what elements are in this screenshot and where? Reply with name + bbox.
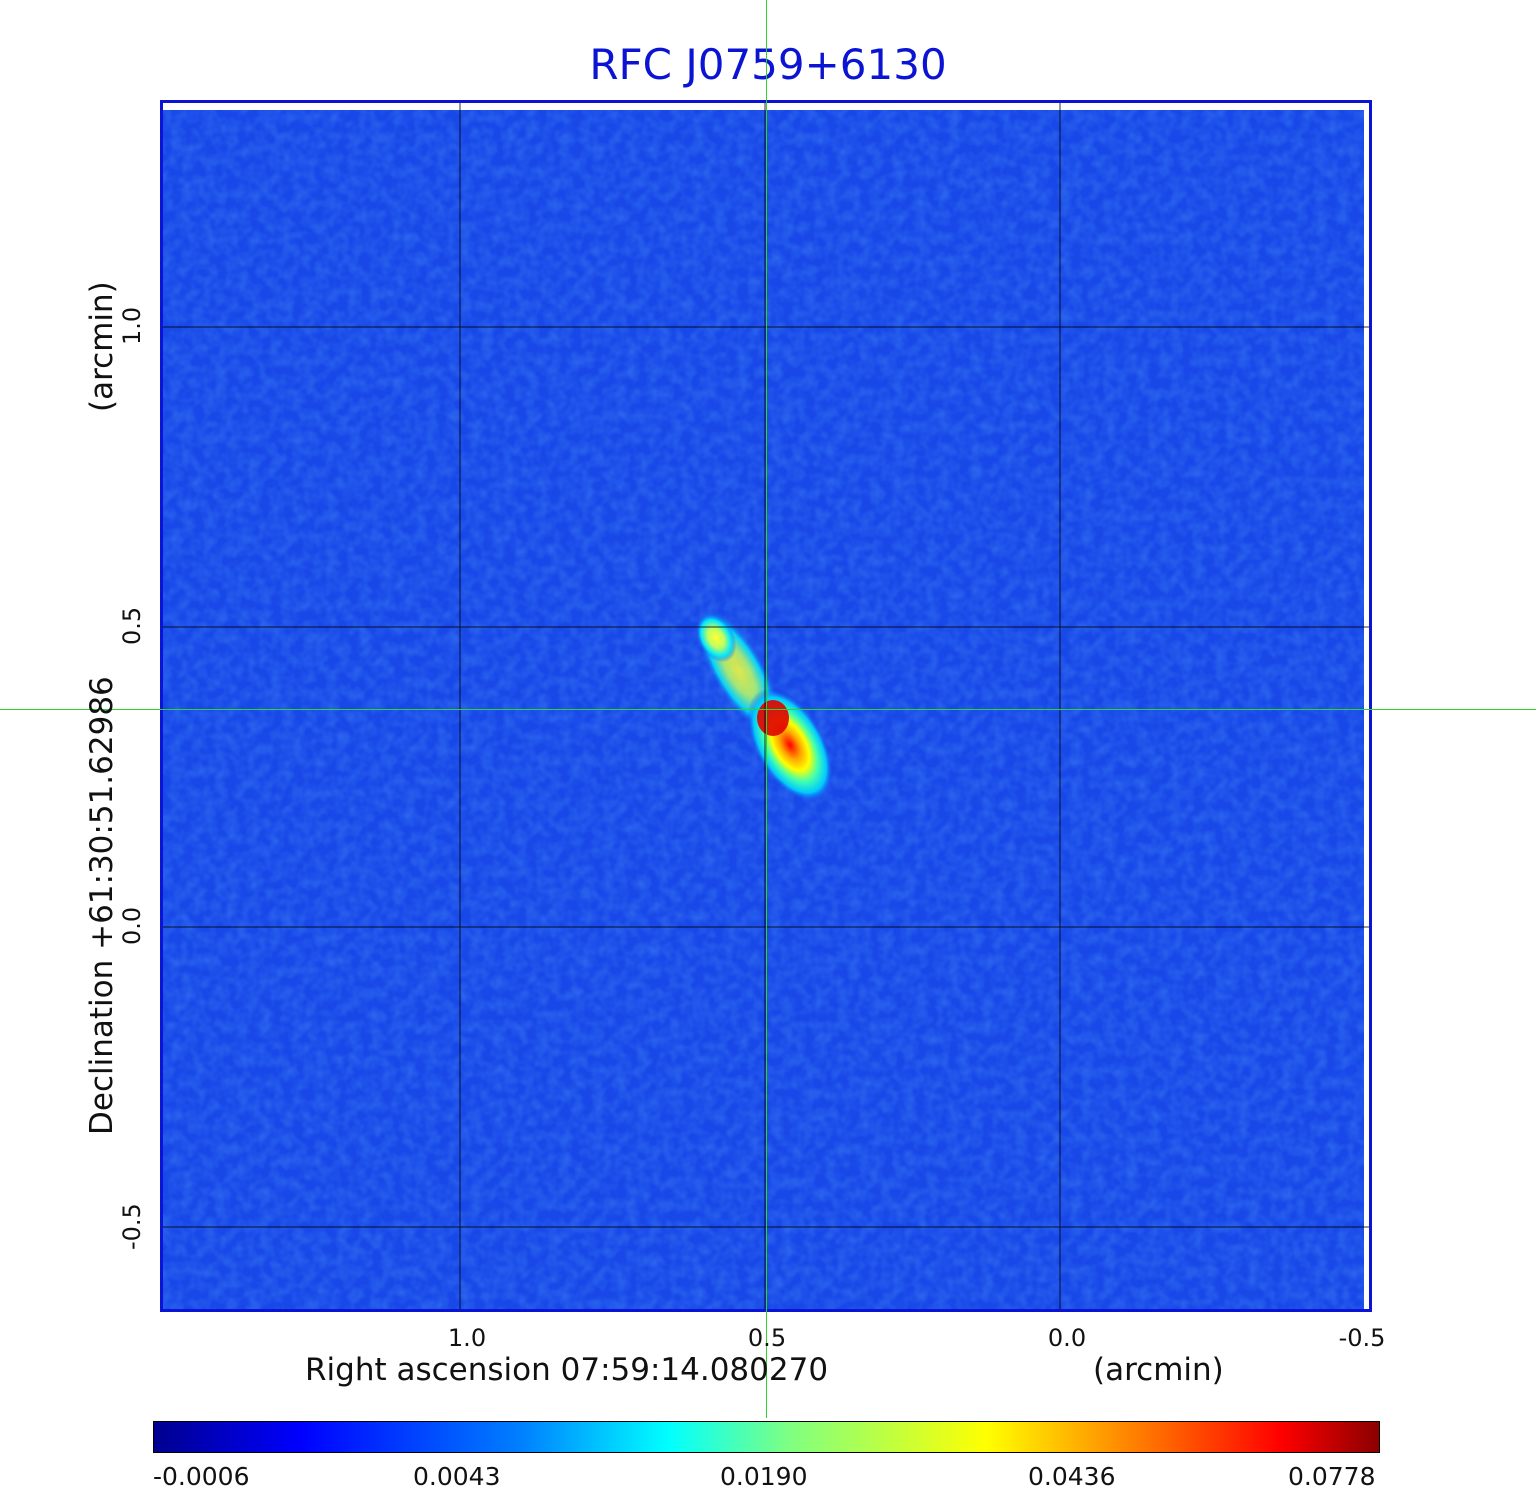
y-axis-label: Declination +61:30:51.62986 (84, 676, 120, 1135)
x-tick-label: 0.5 (747, 1324, 787, 1352)
x-tick-label: 0.0 (1047, 1324, 1087, 1352)
x-axis-unit: (arcmin) (1093, 1352, 1224, 1388)
colorbar-tick-label: 0.0436 (1028, 1462, 1116, 1491)
colorbar-tick-label: 0.0043 (413, 1462, 501, 1491)
colorbar-tick-label: -0.0006 (153, 1462, 250, 1491)
y-tick-label: 0.0 (118, 906, 146, 945)
x-axis-label: Right ascension 07:59:14.080270 (305, 1352, 829, 1388)
colorbar-tick-label: 0.0778 (1288, 1462, 1376, 1491)
colorbar (153, 1421, 1380, 1453)
y-tick-label: 0.5 (118, 606, 146, 645)
colorbar-tick-label: 0.0190 (720, 1462, 808, 1491)
y-axis-unit: (arcmin) (84, 281, 120, 412)
x-tick-label: 1.0 (447, 1324, 487, 1352)
image-title: RFC J0759+6130 (589, 40, 947, 89)
y-tick-label: -0.5 (118, 1203, 146, 1250)
sky-image[interactable] (160, 100, 1372, 1312)
y-tick-label: 1.0 (118, 306, 146, 345)
x-tick-label: -0.5 (1338, 1324, 1386, 1352)
crosshair-horizontal (0, 709, 1536, 710)
